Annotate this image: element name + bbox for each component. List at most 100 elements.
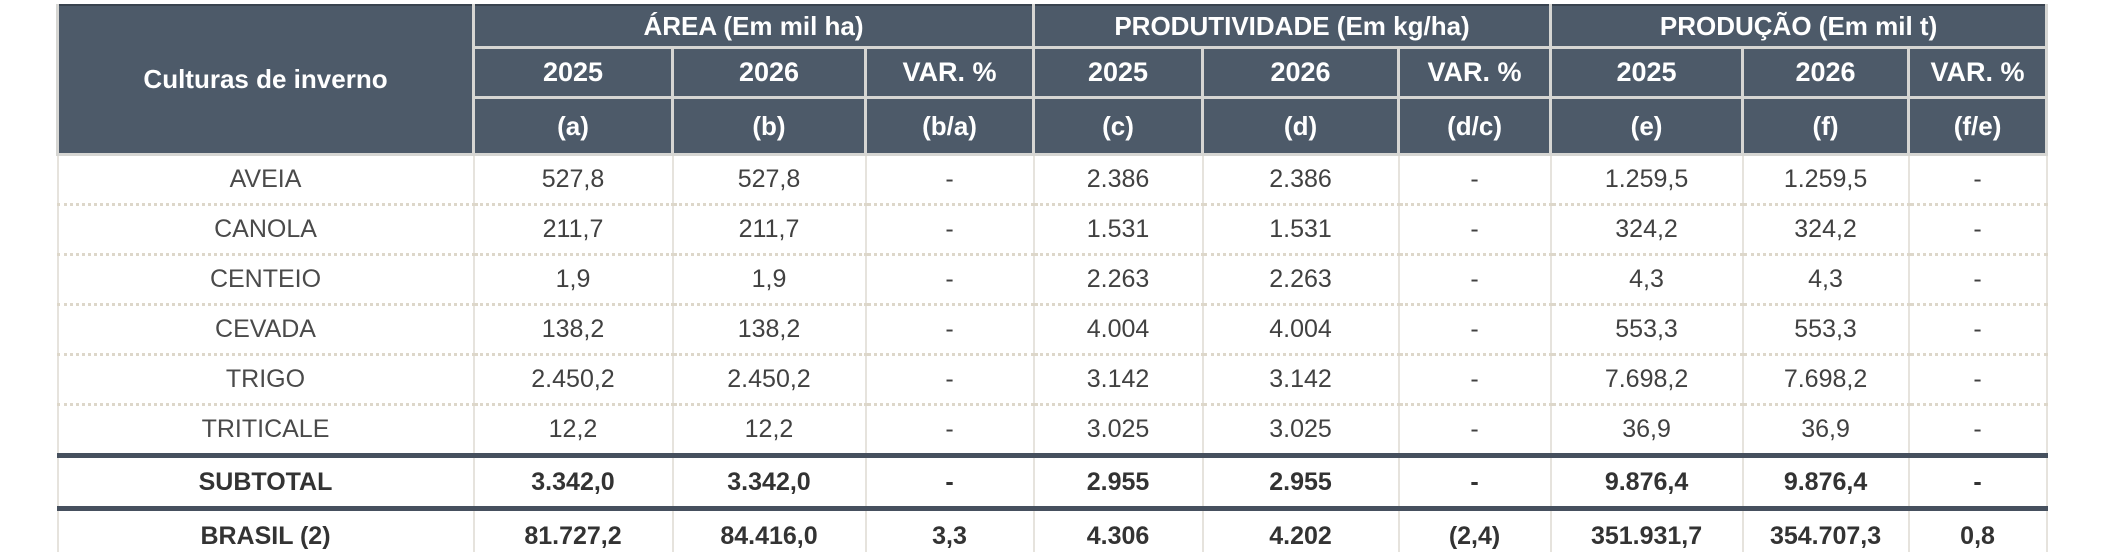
table-cell: 7.698,2 [1549, 353, 1744, 405]
table-cell: 2.386 [1032, 154, 1204, 205]
table-cell: 84.416,0 [671, 506, 867, 552]
table-cell: - [1397, 154, 1552, 205]
col-header-key: (d/c) [1397, 96, 1553, 156]
table-cell: 2.450,2 [472, 353, 674, 405]
header-year-row: 2025 2026 VAR. % 2025 2026 VAR. % 2025 2… [58, 46, 2049, 99]
col-header-key: (a) [472, 96, 674, 156]
table-cell: - [1907, 203, 2048, 255]
table-cell: - [1907, 253, 2048, 305]
col-header-key: (b) [671, 96, 867, 156]
table-cell: 354.707,3 [1741, 506, 1910, 552]
row-label: TRIGO [56, 353, 475, 405]
table-cell: - [864, 303, 1035, 355]
table-cell: 1.259,5 [1549, 154, 1744, 205]
col-header-year: 2025 [1032, 46, 1205, 99]
table-cell: 527,8 [472, 154, 674, 205]
table-cell: 4,3 [1741, 253, 1910, 305]
table-row-brasil: BRASIL (2) 81.727,2 84.416,0 3,3 4.306 4… [56, 506, 2048, 552]
table-cell: 9.876,4 [1741, 453, 1910, 509]
col-header-year: 2026 [1741, 46, 1911, 99]
table-cell: 324,2 [1549, 203, 1744, 255]
table-cell: - [1397, 253, 1552, 305]
table-cell: - [864, 253, 1035, 305]
table-cell: 211,7 [671, 203, 867, 255]
table-cell: 9.876,4 [1549, 453, 1744, 509]
table-row-trigo: TRIGO 2.450,2 2.450,2 - 3.142 3.142 - 7.… [56, 353, 2048, 405]
row-label: CANOLA [56, 203, 475, 255]
table-cell: 2.386 [1201, 154, 1400, 205]
col-header-key: (e) [1549, 96, 1745, 156]
header-group-row: Culturas de inverno ÁREA (Em mil ha) PRO… [56, 4, 2049, 156]
table-cell: 553,3 [1741, 303, 1910, 355]
table-cell: - [1907, 353, 2048, 405]
col-header-key: (c) [1032, 96, 1205, 156]
table-cell: - [1907, 403, 2048, 456]
table-cell: - [864, 453, 1035, 509]
row-header-title: Culturas de inverno [56, 4, 475, 156]
table-cell: 2.955 [1032, 453, 1204, 509]
table-cell: 2.450,2 [671, 353, 867, 405]
table-cell: 3.342,0 [472, 453, 674, 509]
table-cell: 138,2 [472, 303, 674, 355]
table-cell: - [1397, 203, 1552, 255]
table-cell: 324,2 [1741, 203, 1910, 255]
col-header-key: (f/e) [1907, 96, 2049, 156]
row-label: CEVADA [56, 303, 475, 355]
table-cell: 12,2 [472, 403, 674, 456]
table-cell: 553,3 [1549, 303, 1744, 355]
table-cell: 12,2 [671, 403, 867, 456]
table-cell: 2.955 [1201, 453, 1400, 509]
table-row-cevada: CEVADA 138,2 138,2 - 4.004 4.004 - 553,3… [56, 303, 2048, 355]
table-cell: - [1397, 453, 1552, 509]
row-label: AVEIA [56, 154, 475, 205]
row-label: BRASIL (2) [56, 506, 475, 552]
table-cell: 7.698,2 [1741, 353, 1910, 405]
row-label: TRITICALE [56, 403, 475, 456]
table-cell: 4,3 [1549, 253, 1744, 305]
table-cell: - [864, 353, 1035, 405]
table-cell: 36,9 [1741, 403, 1910, 456]
table-cell: 3.142 [1201, 353, 1400, 405]
table-cell: - [1397, 303, 1552, 355]
table-cell: - [864, 403, 1035, 456]
table-cell: 81.727,2 [472, 506, 674, 552]
table-cell: 1,9 [671, 253, 867, 305]
group-header-produtividade: PRODUTIVIDADE (Em kg/ha) [1032, 4, 1553, 49]
table-row-triticale: TRITICALE 12,2 12,2 - 3.025 3.025 - 36,9… [56, 403, 2048, 456]
table-cell: - [1907, 303, 2048, 355]
table-row-subtotal: SUBTOTAL 3.342,0 3.342,0 - 2.955 2.955 -… [56, 453, 2048, 509]
row-label: CENTEIO [56, 253, 475, 305]
table-cell: - [864, 203, 1035, 255]
header-key-row: (a) (b) (b/a) (c) (d) (d/c) (e) (f) (f/e… [58, 96, 2049, 156]
table-cell: 3.142 [1032, 353, 1204, 405]
table-cell: 1,9 [472, 253, 674, 305]
table-cell: - [864, 154, 1035, 205]
col-header-key: (f) [1741, 96, 1911, 156]
table-body: AVEIA 527,8 527,8 - 2.386 2.386 - 1.259,… [56, 154, 2048, 552]
table-cell: 36,9 [1549, 403, 1744, 456]
table-cell: 211,7 [472, 203, 674, 255]
table-cell: 4.306 [1032, 506, 1204, 552]
table-cell: 3.025 [1201, 403, 1400, 456]
table-cell: 2.263 [1201, 253, 1400, 305]
table-cell: 1.531 [1201, 203, 1400, 255]
col-header-var: VAR. % [1397, 46, 1553, 99]
winter-crops-table: Culturas de inverno ÁREA (Em mil ha) PRO… [56, 4, 2049, 552]
table-cell: 1.531 [1032, 203, 1204, 255]
col-header-year: 2025 [472, 46, 674, 99]
table-cell: 1.259,5 [1741, 154, 1910, 205]
col-header-year: 2026 [671, 46, 867, 99]
col-header-key: (d) [1201, 96, 1401, 156]
col-header-var: VAR. % [863, 46, 1036, 99]
group-header-producao: PRODUÇÃO (Em mil t) [1549, 4, 2049, 49]
col-header-year: 2026 [1201, 46, 1401, 99]
table-cell: 3.342,0 [671, 453, 867, 509]
table-cell: 351.931,7 [1549, 506, 1744, 552]
table-cell: - [1907, 453, 2048, 509]
table-header: Culturas de inverno ÁREA (Em mil ha) PRO… [56, 4, 2049, 156]
table-cell: 4.202 [1201, 506, 1400, 552]
table-row-centeio: CENTEIO 1,9 1,9 - 2.263 2.263 - 4,3 4,3 … [56, 253, 2048, 305]
table-cell: 527,8 [671, 154, 867, 205]
table-row-aveia: AVEIA 527,8 527,8 - 2.386 2.386 - 1.259,… [56, 154, 2048, 205]
